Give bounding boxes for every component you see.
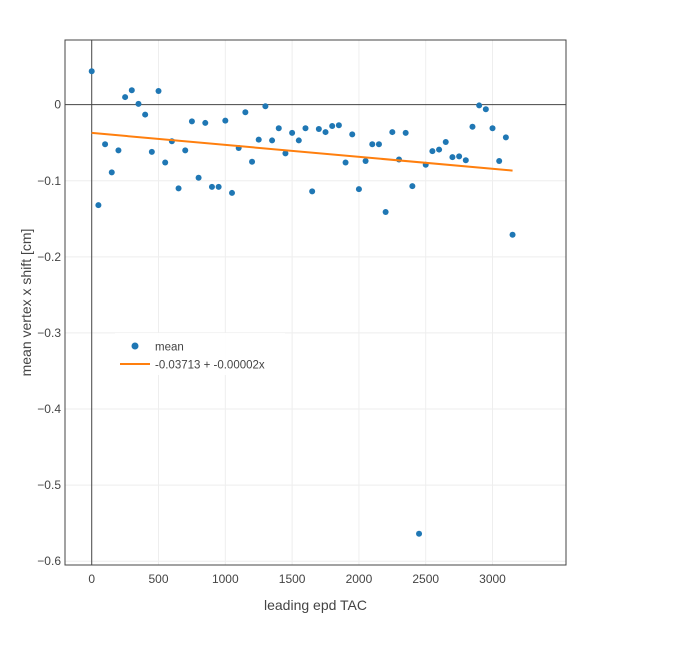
legend-marker-mean [131, 342, 139, 350]
data-point[interactable] [429, 148, 436, 155]
data-point[interactable] [275, 125, 282, 132]
data-point[interactable] [128, 87, 135, 94]
data-point[interactable] [282, 150, 289, 157]
data-point[interactable] [195, 174, 202, 181]
data-point[interactable] [262, 103, 269, 110]
legend[interactable]: mean -0.03713 + -0.00002x [115, 333, 285, 375]
data-point[interactable] [309, 188, 316, 195]
data-point[interactable] [255, 136, 262, 143]
y-tick-label: −0.3 [37, 326, 61, 340]
y-axis-title: mean vertex x shift [cm] [18, 229, 34, 377]
y-tick-label: −0.5 [37, 478, 61, 492]
data-point[interactable] [389, 129, 396, 136]
data-point[interactable] [509, 231, 516, 238]
data-point[interactable] [409, 183, 416, 190]
y-tick-label: −0.4 [37, 402, 61, 416]
data-point[interactable] [335, 122, 342, 129]
data-point[interactable] [322, 129, 329, 136]
x-tick-label: 500 [149, 572, 169, 586]
data-point[interactable] [148, 148, 155, 155]
data-point[interactable] [496, 157, 503, 164]
series-layer [88, 68, 516, 537]
data-point[interactable] [102, 141, 109, 148]
data-point[interactable] [382, 208, 389, 215]
data-point[interactable] [369, 141, 376, 148]
data-point[interactable] [315, 126, 322, 133]
data-point[interactable] [349, 131, 356, 138]
data-point[interactable] [222, 117, 229, 124]
x-tick-label: 2000 [346, 572, 373, 586]
data-point[interactable] [502, 134, 509, 141]
data-point[interactable] [476, 102, 483, 109]
data-point[interactable] [95, 202, 102, 209]
x-tick-label: 3000 [479, 572, 506, 586]
data-point[interactable] [289, 129, 296, 136]
data-point[interactable] [182, 147, 189, 154]
data-point[interactable] [342, 159, 349, 166]
data-point[interactable] [436, 146, 443, 153]
data-point[interactable] [416, 530, 423, 537]
data-point[interactable] [175, 185, 182, 192]
legend-background [115, 333, 285, 375]
data-point[interactable] [355, 186, 362, 193]
x-tick-label: 0 [88, 572, 95, 586]
data-point[interactable] [202, 119, 209, 126]
data-point[interactable] [242, 109, 249, 116]
data-point[interactable] [208, 183, 215, 190]
x-tick-label: 2500 [412, 572, 439, 586]
y-tick-label: −0.6 [37, 554, 61, 568]
x-tick-label: 1000 [212, 572, 239, 586]
data-point[interactable] [88, 68, 95, 75]
data-point[interactable] [142, 111, 149, 118]
data-point[interactable] [229, 189, 235, 196]
data-point[interactable] [115, 147, 122, 154]
y-tick-label: −0.1 [37, 174, 61, 188]
fit-line [91, 131, 513, 172]
tick-labels: 0 500 1000 1500 2000 2500 3000 0 −0.1 −0.2 −0.3 −0.… [37, 98, 506, 586]
data-point[interactable] [249, 158, 256, 165]
data-point[interactable] [456, 153, 463, 160]
data-point[interactable] [402, 129, 409, 136]
data-point[interactable] [162, 159, 169, 166]
data-point[interactable] [188, 118, 195, 125]
data-point[interactable] [449, 154, 456, 161]
x-tick-label: 1500 [279, 572, 306, 586]
data-point[interactable] [269, 137, 276, 144]
data-point[interactable] [135, 100, 142, 107]
data-point[interactable] [108, 169, 115, 176]
legend-label-mean: mean [155, 342, 184, 354]
data-point[interactable] [462, 157, 469, 164]
data-point[interactable] [302, 125, 309, 132]
data-point[interactable] [489, 125, 496, 132]
plot-frame [64, 39, 567, 566]
data-point[interactable] [482, 106, 489, 113]
gridlines [65, 40, 566, 565]
data-point[interactable] [375, 141, 382, 148]
y-tick-label: 0 [54, 98, 61, 112]
zero-lines [65, 40, 566, 565]
x-axis-title: leading epd TAC [264, 597, 367, 613]
data-point[interactable] [122, 94, 129, 101]
y-tick-label: −0.2 [37, 250, 61, 264]
data-point[interactable] [362, 157, 369, 164]
data-point[interactable] [155, 87, 162, 94]
data-point[interactable] [442, 138, 449, 145]
data-point[interactable] [215, 183, 222, 190]
data-point[interactable] [329, 122, 336, 129]
data-point[interactable] [469, 123, 476, 130]
data-point[interactable] [295, 137, 302, 144]
legend-label-fit: -0.03713 + -0.00002x [155, 360, 265, 372]
